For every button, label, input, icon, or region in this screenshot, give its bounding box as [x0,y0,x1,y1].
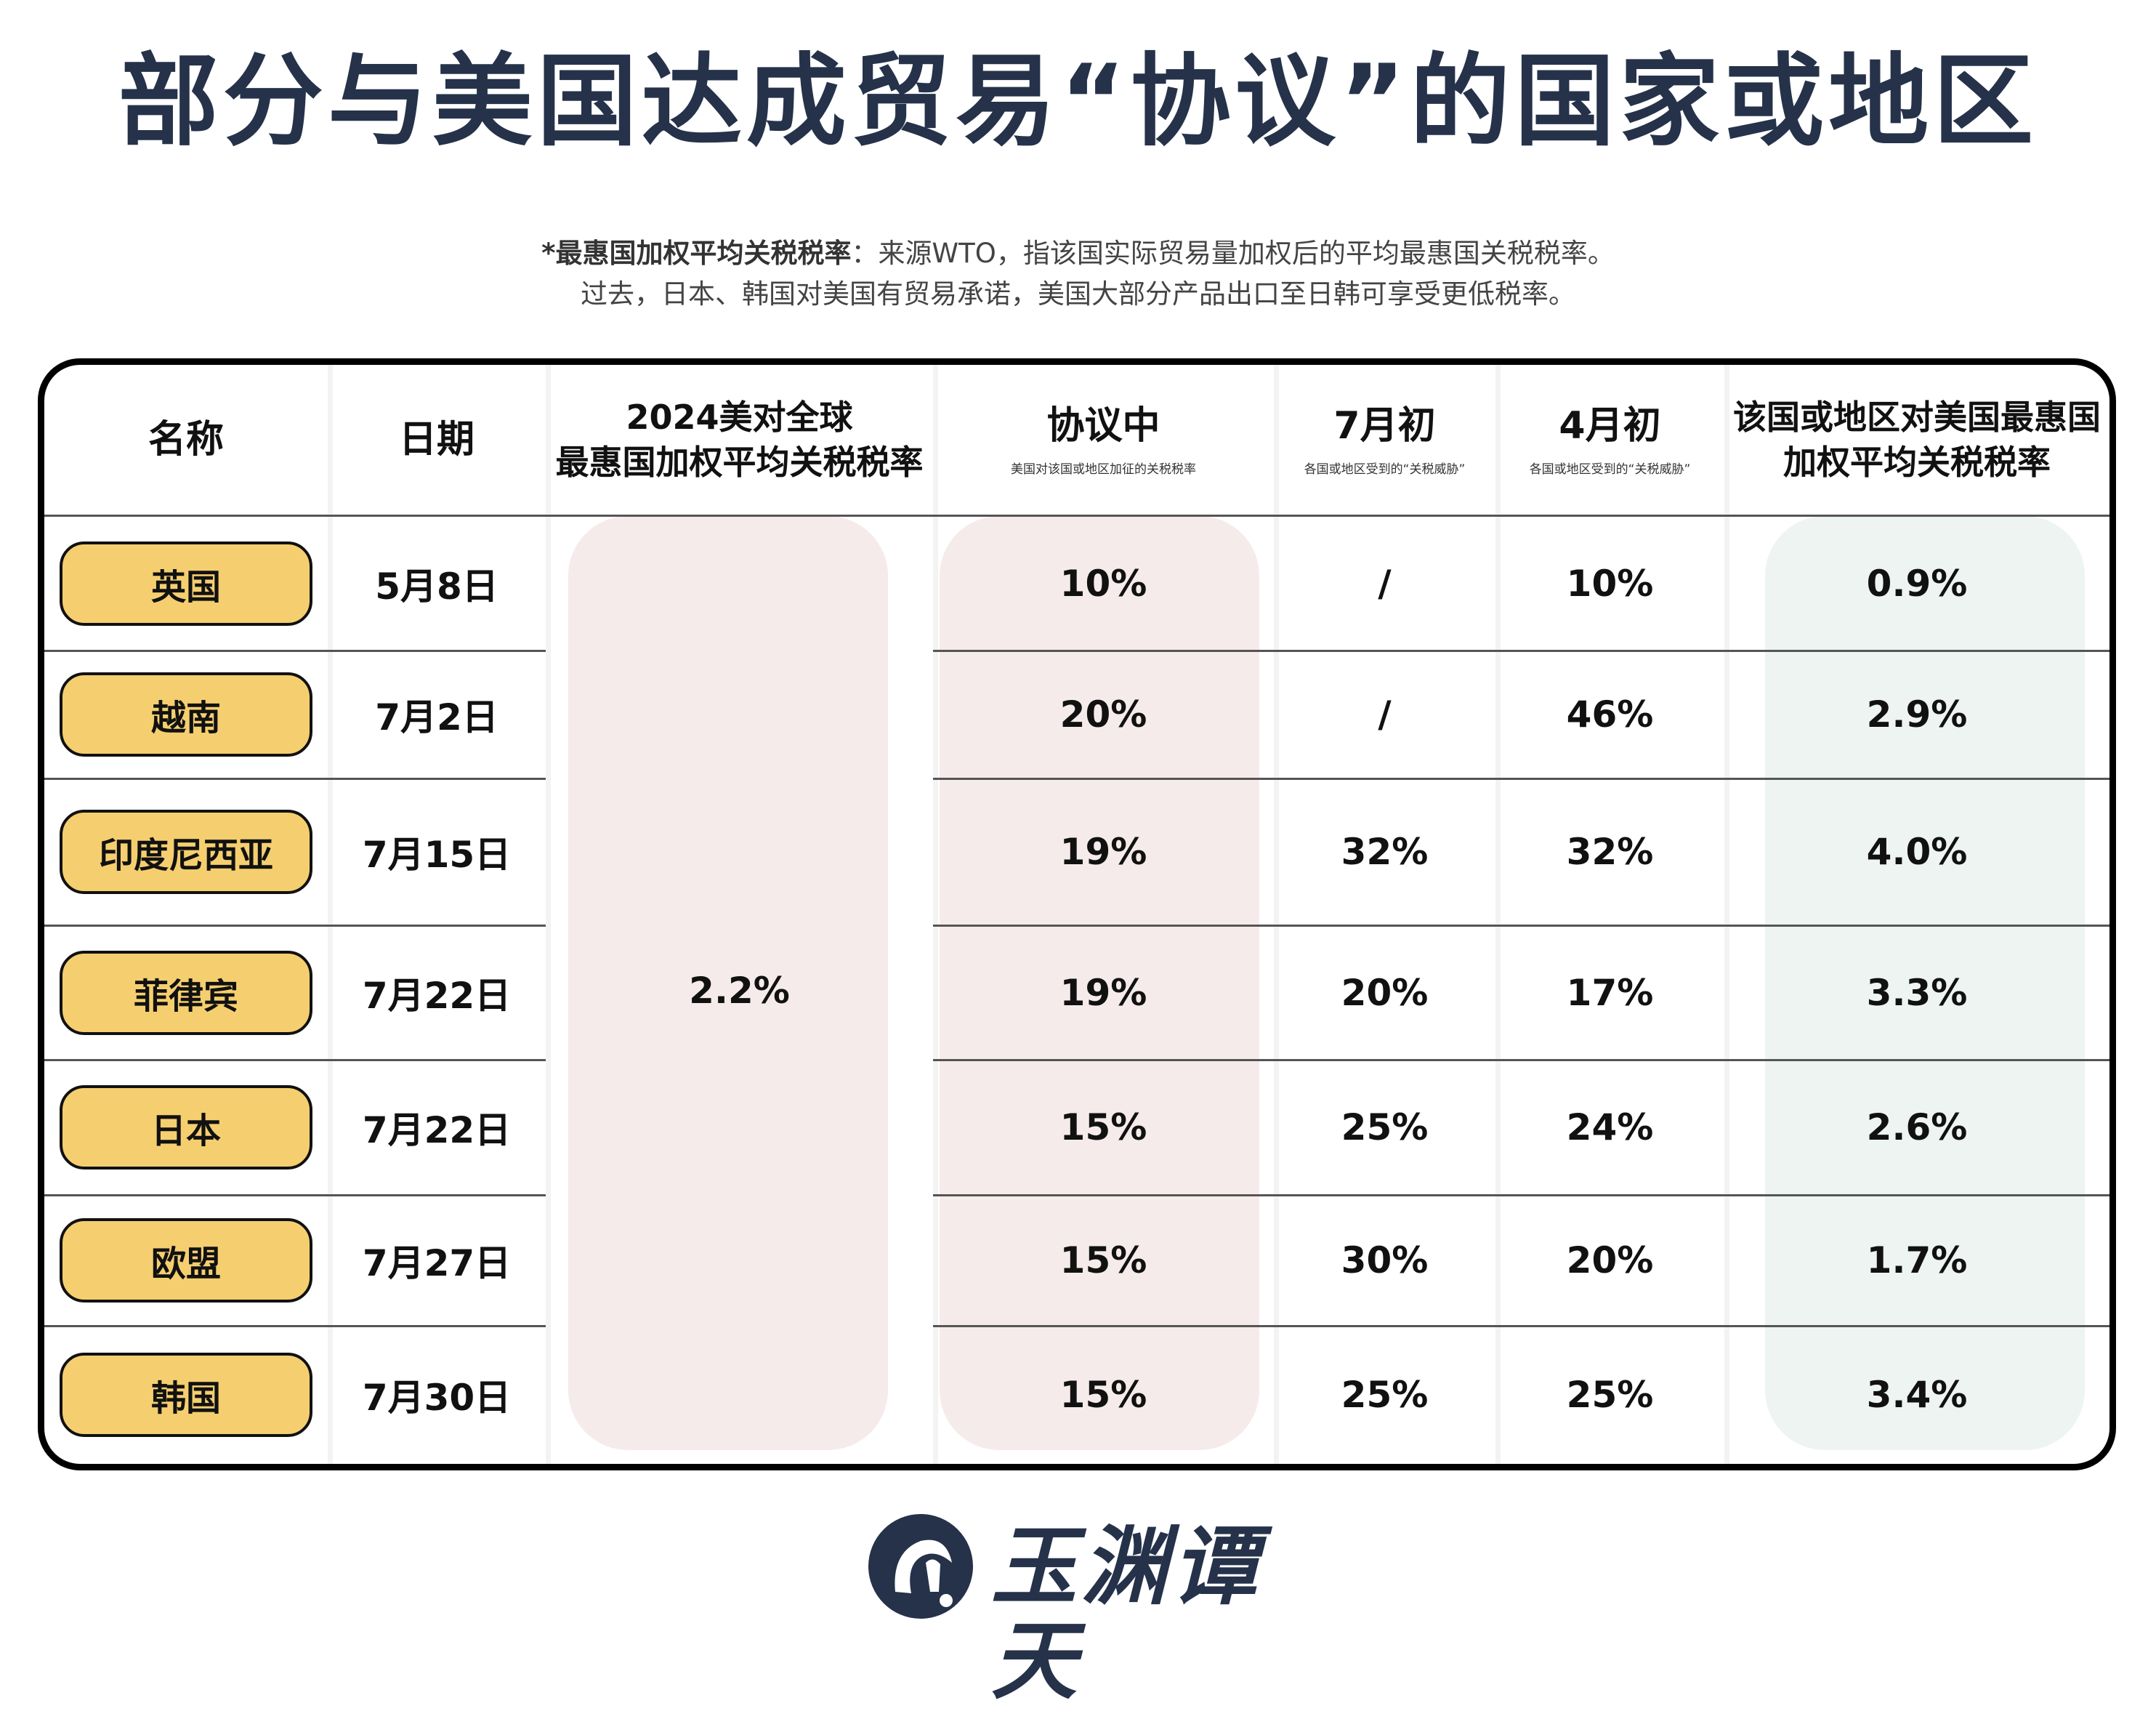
header-global-line2: 最惠国加权平均关税税率 [555,443,924,482]
july-rate-value: 25% [1341,1374,1429,1416]
table-row: 日本 7月22日 15% 25% 24% 2.6% [44,1060,2109,1195]
april-rate-value: 10% [1566,563,1654,605]
table-row: 越南 7月2日 20% / 46% 2.9% [44,651,2109,778]
brand-logo: 玉渊谭天 [866,1505,1288,1708]
global-rate-band [568,516,888,1450]
header-name: 名称 [148,418,224,462]
agreement-date: 7月22日 [362,1109,512,1151]
country-name-pill: 日本 [60,1085,312,1169]
header-july: 7月初 [1333,403,1436,448]
july-rate-value: 25% [1341,1106,1429,1148]
agreement-date: 5月8日 [375,565,498,608]
note-term: *最惠国加权平均关税税率 [541,238,852,269]
mfn-rate-value: 2.9% [1866,693,1968,736]
header-april: 4月初 [1559,403,1661,448]
april-rate-value: 25% [1566,1374,1654,1416]
april-rate-value: 46% [1566,693,1654,736]
april-rate-value: 17% [1566,971,1654,1014]
country-name-pill: 英国 [60,542,312,626]
agreement-date: 7月30日 [362,1377,512,1419]
deal-rate-value: 15% [1059,1106,1147,1148]
mfn-rate-value: 0.9% [1866,563,1968,605]
july-rate-value: / [1378,563,1392,605]
table-row: 印度尼西亚 7月15日 19% 32% 32% 4.0% [44,778,2109,925]
deal-rate-band [940,516,1259,1450]
header-deal-sub: 美国对该国或地区加征的关税税率 [1011,462,1196,477]
agreement-date: 7月22日 [362,974,512,1017]
table-row: 欧盟 7月27日 15% 30% 20% 1.7% [44,1195,2109,1326]
agreement-date: 7月2日 [375,696,498,738]
deal-rate-value: 15% [1059,1374,1147,1416]
country-name-pill: 菲律宾 [60,950,312,1035]
tariff-table-panel: 名称 日期 2024美对全球 最惠国加权平均关税税率 协议中 美国对该国或地区加… [38,358,2116,1470]
table-row: 韩国 7月30日 15% 25% 25% 3.4% [44,1326,2109,1464]
country-name-pill: 印度尼西亚 [60,810,312,894]
global-rate-value: 2.2% [689,969,790,1012]
july-rate-value: 20% [1341,971,1429,1014]
source-note-line-1: *最惠国加权平均关税税率：来源WTO，指该国实际贸易量加权后的平均最惠国关税税率… [0,231,2156,270]
mfn-rate-value: 3.3% [1866,971,1968,1014]
country-name-pill: 欧盟 [60,1218,312,1303]
country-name-pill: 韩国 [60,1353,312,1437]
agreement-date: 7月15日 [362,834,512,876]
global-rate-cell: 2.2% [546,517,933,1464]
july-rate-value: / [1378,693,1392,736]
table-row: 菲律宾 7月22日 19% 20% 17% 3.3% [44,925,2109,1060]
mfn-rate-band [1765,516,2085,1450]
header-date: 日期 [398,418,475,462]
april-rate-value: 32% [1566,831,1654,873]
header-global-line1: 2024美对全球 [626,398,853,437]
country-name-pill: 越南 [60,672,312,757]
july-rate-value: 32% [1341,831,1429,873]
mfn-rate-value: 3.4% [1866,1374,1968,1416]
page-title: 部分与美国达成贸易“协议”的国家或地区 [118,43,2038,160]
note-definition: ：来源WTO，指该国实际贸易量加权后的平均最惠国关税税率。 [851,238,1615,269]
deal-rate-value: 10% [1059,563,1147,605]
brand-logo-text: 玉渊谭天 [991,1515,1262,1711]
header-deal: 协议中 [1046,403,1160,448]
deal-rate-value: 20% [1059,693,1147,736]
header-mfn-line2: 加权平均关税税率 [1783,443,2051,482]
mfn-rate-value: 1.7% [1866,1239,1968,1281]
april-rate-value: 20% [1566,1239,1654,1281]
header-mfn-line1: 该国或地区对美国最惠国 [1733,398,2101,437]
agreement-date: 7月27日 [362,1242,512,1284]
deal-rate-value: 19% [1059,971,1147,1014]
header-april-sub: 各国或地区受到的“关税威胁” [1529,462,1691,477]
table-row: 英国 5月8日 10% / 10% 0.9% [44,517,2109,651]
header-july-sub: 各国或地区受到的“关税威胁” [1304,462,1466,477]
deal-rate-value: 15% [1059,1239,1147,1281]
source-note-line-2: 过去，日本、韩国对美国有贸易承诺，美国大部分产品出口至日韩可享受更低税率。 [581,278,1575,310]
tariff-table: 名称 日期 2024美对全球 最惠国加权平均关税税率 协议中 美国对该国或地区加… [44,365,2109,1464]
yuyuantantian-logo-icon [868,1514,973,1619]
april-rate-value: 24% [1566,1106,1654,1148]
july-rate-value: 30% [1341,1239,1429,1281]
mfn-rate-value: 2.6% [1866,1106,1968,1148]
table-header-row: 名称 日期 2024美对全球 最惠国加权平均关税税率 协议中 美国对该国或地区加… [44,365,2109,515]
deal-rate-value: 19% [1059,831,1147,873]
mfn-rate-value: 4.0% [1866,831,1968,873]
